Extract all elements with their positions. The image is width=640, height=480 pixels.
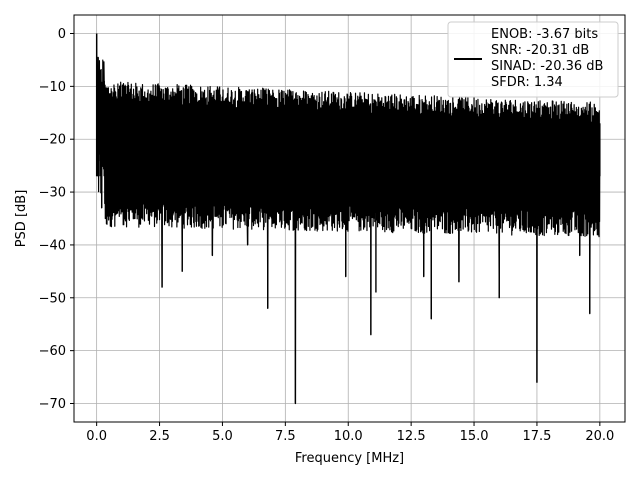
legend-box [447, 21, 619, 98]
plot-data [95, 33, 601, 405]
y-tick-label: −60 [39, 344, 66, 359]
legend-line-text: SFDR: 1.34 [491, 75, 563, 90]
psd-series-line [96, 33, 601, 405]
x-tick-label: 7.5 [275, 429, 296, 444]
x-axis-label: Frequency [MHz] [295, 451, 404, 466]
x-tick-label: 12.5 [397, 429, 426, 444]
y-tick-label: −70 [39, 397, 66, 412]
x-tick-label: 2.5 [149, 429, 170, 444]
legend: ENOB: -3.67 bits SNR: -20.31 dB SINAD: -20… [447, 21, 619, 98]
y-tick-label: −50 [39, 291, 66, 306]
y-tick-label: −30 [39, 186, 66, 201]
y-axis-label: PSD [dB] [14, 190, 29, 248]
y-tick-label: −20 [39, 133, 66, 148]
x-tick-label: 15.0 [460, 429, 489, 444]
y-tick-label: 0 [58, 27, 66, 42]
x-tick-label: 10.0 [334, 429, 363, 444]
x-tick-label: 0.0 [86, 429, 107, 444]
y-tick-label: −40 [39, 238, 66, 253]
y-tick-label: −10 [39, 80, 66, 95]
x-tick-label: 5.0 [212, 429, 233, 444]
plot-frame [73, 14, 626, 423]
ticks: 0.0 2.5 5.0 7.5 10.0 12.5 15.0 17.5 20.0 0 −10 −20 −… [39, 27, 615, 444]
x-tick-label: 20.0 [585, 429, 614, 444]
legend-line-text: SINAD: -20.36 dB [491, 59, 603, 74]
x-tick-label: 17.5 [522, 429, 551, 444]
legend-label: ENOB: -3.67 bits SNR: -20.31 dB SINAD: -20… [491, 27, 603, 90]
legend-line-text: ENOB: -3.67 bits [491, 27, 598, 42]
legend-line-text: SNR: -20.31 dB [491, 43, 589, 58]
